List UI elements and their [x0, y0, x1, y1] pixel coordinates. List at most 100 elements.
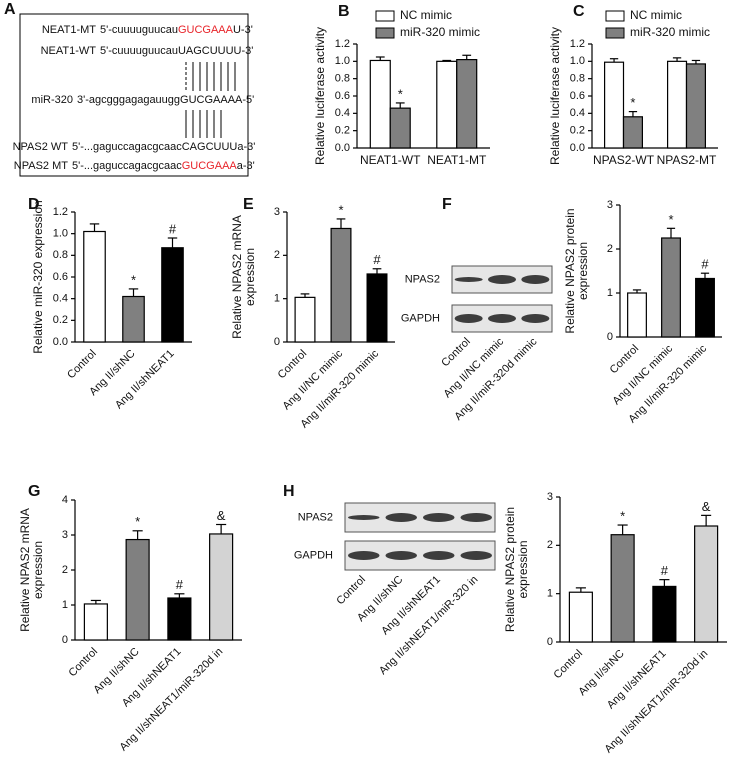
panel-letter: C — [573, 3, 585, 20]
legend-swatch — [605, 10, 625, 22]
bar — [610, 534, 635, 643]
bar — [83, 230, 106, 343]
y-tick-label: 1 — [607, 287, 613, 299]
y-tick-label: 3 — [62, 529, 68, 541]
error-bar — [672, 57, 682, 62]
x-tick-label: NEAT1-WT — [360, 153, 421, 167]
legend-swatch — [605, 27, 625, 39]
bar — [568, 591, 593, 643]
bar — [125, 538, 150, 641]
bar — [666, 60, 688, 149]
panel-letter: E — [243, 196, 254, 213]
significance-mark: * — [135, 514, 140, 529]
sequence-part: GUCGAAA — [182, 160, 238, 172]
panel-letter: B — [338, 3, 350, 20]
blot-label: GAPDH — [401, 312, 440, 324]
sequence-name: NPAS2 MT — [14, 160, 68, 172]
sequence-name: NEAT1-WT — [41, 45, 97, 57]
y-tick-label: 0.6 — [335, 90, 350, 102]
y-tick-label: 1.2 — [570, 38, 585, 50]
y-tick-label: 0.8 — [570, 73, 585, 85]
significance-mark: * — [398, 86, 403, 101]
y-tick-label: 1.0 — [53, 228, 68, 240]
sequence: 5'-...gaguccagacgcaacGUCGAAAa-3' — [72, 160, 255, 172]
bar — [685, 63, 706, 149]
error-bar — [609, 58, 619, 63]
y-tick-label: 1.0 — [570, 55, 585, 67]
y-tick-label: 1.0 — [335, 55, 350, 67]
lane-label: Control — [334, 574, 368, 608]
y-tick-label: 1 — [547, 588, 553, 600]
blot-band — [460, 551, 492, 560]
bar — [603, 61, 625, 149]
legend-swatch — [375, 27, 395, 39]
sequence-part: 5'-...gaguccagacgcaacCAGCUUUa-3' — [72, 141, 255, 153]
y-tick-label: 0.2 — [53, 314, 68, 326]
error-bar — [691, 59, 701, 64]
error-bar — [336, 218, 346, 229]
panel-letter: D — [28, 196, 40, 213]
significance-mark: * — [630, 95, 635, 110]
error-bar — [666, 227, 676, 238]
y-tick-label: 0.2 — [335, 125, 350, 137]
sequence-part: 5'-cuuuuguucauUAGCUUUU-3' — [100, 45, 253, 57]
y-axis-label: Relative NPAS2 mRNA — [230, 215, 244, 339]
y-tick-label: 1 — [62, 599, 68, 611]
blot-label: NPAS2 — [298, 511, 333, 523]
error-bar — [167, 237, 178, 248]
panel-letter: F — [442, 196, 452, 213]
blot-band — [423, 513, 455, 522]
sequence-name: NPAS2 WT — [13, 141, 69, 153]
y-axis-label: Relative luciferase activity — [548, 27, 562, 165]
y-tick-label: 0 — [607, 331, 613, 343]
blot-band — [460, 513, 492, 522]
error-bar — [632, 289, 642, 293]
y-tick-label: 0 — [274, 336, 280, 348]
blot-band — [423, 551, 455, 560]
bar — [209, 533, 234, 641]
blot-band — [488, 275, 516, 284]
legend-label: miR-320 mimic — [630, 25, 710, 39]
significance-mark: # — [176, 577, 184, 592]
error-bar — [442, 59, 452, 62]
lane-label: Ang II/NC mimic — [441, 335, 506, 400]
error-bar — [659, 579, 670, 587]
x-tick-label: Control — [65, 348, 99, 382]
error-bar — [375, 56, 385, 61]
significance-mark: & — [702, 499, 711, 514]
y-tick-label: 2 — [274, 249, 280, 261]
bar — [694, 525, 719, 643]
blot-band — [385, 551, 417, 560]
blot-band — [348, 515, 380, 520]
bar — [294, 296, 316, 343]
panel-letter: H — [283, 483, 295, 500]
y-tick-label: 3 — [274, 206, 280, 218]
legend-label: miR-320 mimic — [400, 25, 480, 39]
significance-mark: * — [131, 272, 136, 287]
sequence-part: 5'-cuuuuguucau — [100, 24, 178, 36]
y-tick-label: 0.0 — [570, 142, 585, 154]
sequence-part: U-3' — [233, 24, 253, 36]
blot-label: NPAS2 — [405, 273, 440, 285]
blot-band — [348, 551, 380, 560]
bar — [436, 60, 458, 149]
y-tick-label: 1.2 — [335, 38, 350, 50]
significance-mark: # — [661, 563, 669, 578]
x-tick-label: NPAS2-MT — [657, 153, 717, 167]
bar — [622, 116, 643, 149]
error-bar — [90, 599, 101, 604]
y-tick-label: 2 — [607, 243, 613, 255]
sequence-part: GUCGAAA — [178, 24, 234, 36]
significance-mark: * — [338, 202, 343, 217]
sequence-part: a-3' — [237, 160, 255, 172]
sequence: 5'-cuuuuguucauGUCGAAAU-3' — [100, 24, 253, 36]
y-axis-label: Relative NPAS2 protein — [503, 507, 517, 632]
y-tick-label: 0.8 — [335, 73, 350, 85]
bar — [161, 247, 184, 343]
bar — [369, 59, 391, 149]
x-tick-label: Control — [608, 343, 642, 377]
pair-lines — [185, 62, 236, 138]
y-tick-label: 0.0 — [53, 336, 68, 348]
significance-mark: & — [217, 508, 226, 523]
